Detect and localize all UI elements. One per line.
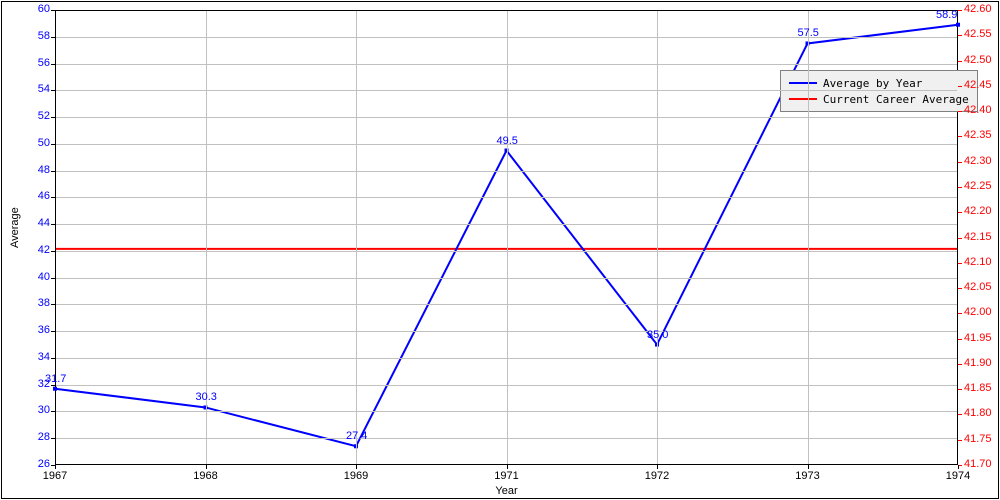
- legend-item-average-by-year: Average by Year: [789, 75, 969, 91]
- y-tick-left: 48: [20, 164, 50, 176]
- y-tick-right: 41.75: [964, 433, 992, 445]
- y-tick-right: 42.20: [964, 205, 992, 217]
- data-marker: [956, 23, 960, 27]
- y-tick-right: 42.45: [964, 79, 992, 91]
- x-tick: 1968: [186, 470, 226, 482]
- y-tick-left: 36: [20, 324, 50, 336]
- x-tick: 1969: [336, 470, 376, 482]
- y-tick-left: 34: [20, 351, 50, 363]
- y-tick-right: 42.50: [964, 54, 992, 66]
- data-label: 35.0: [647, 329, 668, 341]
- y-tick-right: 42.25: [964, 180, 992, 192]
- y-tick-right: 41.80: [964, 407, 992, 419]
- y-tick-left: 56: [20, 57, 50, 69]
- data-label: 30.3: [196, 391, 217, 403]
- y-tick-left: 50: [20, 137, 50, 149]
- y-tick-right: 42.60: [964, 3, 992, 15]
- y-tick-left: 38: [20, 297, 50, 309]
- data-label: 57.5: [798, 27, 819, 39]
- y-tick-right: 42.10: [964, 256, 992, 268]
- y-tick-right: 42.30: [964, 155, 992, 167]
- y-tick-right: 41.90: [964, 357, 992, 369]
- y-tick-right: 41.95: [964, 332, 992, 344]
- x-tick: 1967: [35, 470, 75, 482]
- legend-label-1: Current Career Average: [823, 93, 969, 106]
- y-tick-left: 46: [20, 190, 50, 202]
- data-label: 31.7: [45, 373, 66, 385]
- y-tick-left: 58: [20, 30, 50, 42]
- y-tick-right: 42.00: [964, 306, 992, 318]
- y-tick-right: 41.70: [964, 458, 992, 470]
- y-tick-right: 42.05: [964, 281, 992, 293]
- y-tick-right: 42.35: [964, 129, 992, 141]
- data-label: 58.9: [936, 9, 957, 21]
- data-label: 27.4: [346, 430, 367, 442]
- x-tick: 1971: [487, 470, 527, 482]
- grid-line-v: [507, 11, 508, 464]
- x-tick: 1973: [788, 470, 828, 482]
- y-tick-right: 42.40: [964, 104, 992, 116]
- y-tick-left: 60: [20, 3, 50, 15]
- y-tick-left: 40: [20, 271, 50, 283]
- legend-swatch-1: [789, 98, 817, 100]
- legend-item-career-average: Current Career Average: [789, 91, 969, 107]
- y-tick-left: 26: [20, 458, 50, 470]
- y-tick-left: 28: [20, 431, 50, 443]
- x-tick: 1974: [938, 470, 978, 482]
- y-tick-left: 44: [20, 217, 50, 229]
- y-tick-left: 52: [20, 110, 50, 122]
- data-label: 49.5: [497, 135, 518, 147]
- y-tick-left: 30: [20, 404, 50, 416]
- grid-line-v: [657, 11, 658, 464]
- y-tick-left: 54: [20, 83, 50, 95]
- y-tick-right: 42.55: [964, 28, 992, 40]
- chart-container: Average Year Average by Year Current Car…: [0, 0, 1000, 500]
- legend-swatch-0: [789, 82, 817, 84]
- y-tick-right: 42.15: [964, 231, 992, 243]
- grid-line-v: [356, 11, 357, 464]
- grid-line-v: [808, 11, 809, 464]
- y-tick-right: 41.85: [964, 382, 992, 394]
- y-tick-left: 42: [20, 244, 50, 256]
- legend-label-0: Average by Year: [823, 77, 922, 90]
- data-marker: [53, 387, 57, 391]
- x-tick: 1972: [637, 470, 677, 482]
